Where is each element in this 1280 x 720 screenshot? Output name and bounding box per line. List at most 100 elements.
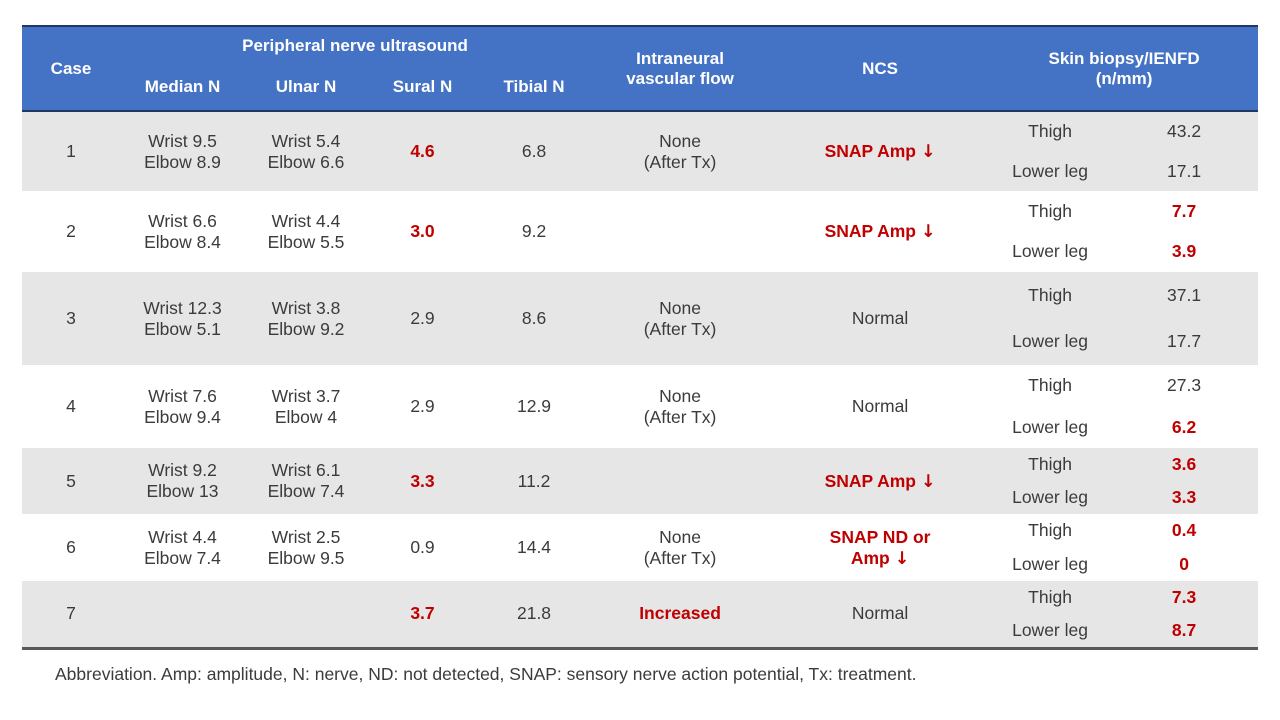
median-nerve-cell bbox=[120, 581, 245, 648]
cell-line: Elbow 9.5 bbox=[267, 547, 345, 568]
tibial-nerve-cell: 8.6 bbox=[478, 272, 591, 365]
table-row: Lower leg 6.2 bbox=[22, 406, 1259, 448]
biopsy-value-cell: 3.9 bbox=[1110, 231, 1259, 272]
cell-line: Wrist 6.1 bbox=[271, 460, 341, 480]
cell-line: Wrist 5.4 bbox=[271, 130, 341, 151]
cell-line: SNAP Amp ↓ bbox=[824, 470, 936, 492]
table-row: 6 Wrist 4.4 Elbow 7.4 Wrist 2.5 Elbow 9.5 0.9… bbox=[22, 514, 1259, 581]
header-skin-biopsy-line1: Skin biopsy/IENFD bbox=[1048, 48, 1200, 68]
sural-nerve-cell: 0.9 bbox=[367, 514, 478, 581]
case-cell: 3 bbox=[22, 272, 120, 365]
header-vascular-flow: Intraneural vascular flow bbox=[590, 26, 771, 111]
header-skin-biopsy-line2: (n/mm) bbox=[1095, 68, 1153, 88]
cell-line: Wrist 12.3 bbox=[143, 297, 222, 318]
ulnar-nerve-cell: Wrist 3.7 Elbow 4 bbox=[245, 365, 367, 448]
cell-line: Amp ↓ bbox=[850, 547, 910, 569]
cell-line: None bbox=[659, 526, 701, 547]
header-case: Case bbox=[22, 26, 120, 111]
ulnar-nerve-cell: Wrist 4.4 Elbow 5.5 bbox=[245, 191, 367, 272]
table-row: Lower leg 3.9 bbox=[22, 231, 1259, 272]
sural-nerve-cell: 2.9 bbox=[367, 272, 478, 365]
cell-line: Elbow 7.4 bbox=[144, 547, 221, 568]
cell-line: (After Tx) bbox=[643, 547, 717, 568]
sural-nerve-cell: 3.3 bbox=[367, 448, 478, 514]
median-nerve-cell: Wrist 12.3 Elbow 5.1 bbox=[120, 272, 245, 365]
median-nerve-cell-lines: Wrist 12.3 Elbow 5.1 bbox=[122, 290, 243, 348]
cell-line: Elbow 6.6 bbox=[267, 151, 345, 172]
cell-line: Wrist 3.8 bbox=[271, 297, 341, 318]
biopsy-value-cell: 37.1 bbox=[1110, 272, 1259, 319]
table-row: Lower leg 0 bbox=[22, 547, 1259, 581]
header-skin-biopsy: Skin biopsy/IENFD (n/mm) bbox=[990, 26, 1259, 111]
cell-line: SNAP Amp ↓ bbox=[824, 221, 936, 242]
case-cell: 5 bbox=[22, 448, 120, 514]
header-ncs: NCS bbox=[770, 26, 991, 111]
biopsy-value-cell: 7.7 bbox=[1110, 191, 1259, 232]
ncs-cell: SNAP Amp ↓ bbox=[770, 191, 991, 272]
table-row: 5 Wrist 9.2 Elbow 13 Wrist 6.1 Elbow 7.4 3.3 1… bbox=[22, 448, 1259, 514]
header-median-n: Median N bbox=[120, 64, 245, 111]
down-arrow-icon: ↓ bbox=[894, 548, 910, 569]
table-row: 7 3.7 21.8 Increased Normal Thigh 7.3 bbox=[22, 581, 1259, 648]
median-nerve-cell-lines: Wrist 9.5 Elbow 8.9 bbox=[122, 123, 243, 181]
cell-line: Normal bbox=[851, 603, 909, 624]
biopsy-site-cell: Thigh bbox=[990, 581, 1111, 615]
table-body: 1 Wrist 9.5 Elbow 8.9 Wrist 5.4 Elbow 6.6 4.6… bbox=[22, 111, 1259, 648]
cell-line: Elbow 9.4 bbox=[144, 406, 221, 427]
ulnar-nerve-cell-lines: Wrist 3.8 Elbow 9.2 bbox=[247, 290, 365, 348]
tibial-nerve-cell: 21.8 bbox=[478, 581, 591, 648]
cell-line: Elbow 8.9 bbox=[144, 151, 221, 172]
tibial-nerve-cell: 9.2 bbox=[478, 191, 591, 272]
cell-line: Elbow 5.1 bbox=[144, 318, 221, 339]
vascular-flow-cell: None (After Tx) bbox=[590, 272, 771, 365]
cell-line: Elbow 13 bbox=[146, 481, 219, 501]
biopsy-site-cell: Lower leg bbox=[990, 231, 1111, 272]
biopsy-value-cell: 17.7 bbox=[1110, 318, 1259, 365]
tibial-nerve-cell: 6.8 bbox=[478, 111, 591, 191]
table-row: 4 Wrist 7.6 Elbow 9.4 Wrist 3.7 Elbow 4 2.9 12… bbox=[22, 365, 1259, 448]
ncs-cell: SNAP Amp ↓ bbox=[770, 448, 991, 514]
table-figure: Case Peripheral nerve ultrasound Intrane… bbox=[22, 25, 1259, 684]
ncs-cell: SNAP ND or Amp ↓ bbox=[770, 514, 991, 581]
case-cell: 1 bbox=[22, 111, 120, 191]
abbreviation-note: Abbreviation. Amp: amplitude, N: nerve, … bbox=[55, 663, 917, 684]
cell-line: SNAP ND or bbox=[829, 526, 931, 547]
case-cell: 2 bbox=[22, 191, 120, 272]
ulnar-nerve-cell-lines bbox=[247, 606, 365, 622]
sural-nerve-cell: 2.9 bbox=[367, 365, 478, 448]
median-nerve-cell-lines: Wrist 6.6 Elbow 8.4 bbox=[122, 203, 243, 261]
cell-line: Increased bbox=[639, 603, 721, 624]
ulnar-nerve-cell-lines: Wrist 2.5 Elbow 9.5 bbox=[247, 519, 365, 577]
median-nerve-cell-lines bbox=[122, 606, 243, 622]
table-row: Lower leg 8.7 bbox=[22, 614, 1259, 648]
median-nerve-cell-lines: Wrist 7.6 Elbow 9.4 bbox=[122, 378, 243, 436]
ulnar-nerve-cell: Wrist 2.5 Elbow 9.5 bbox=[245, 514, 367, 581]
median-nerve-cell: Wrist 4.4 Elbow 7.4 bbox=[120, 514, 245, 581]
cell-line: Wrist 2.5 bbox=[271, 526, 341, 547]
cell-line: Wrist 6.6 bbox=[148, 210, 217, 231]
cell-line: Wrist 9.2 bbox=[148, 460, 217, 480]
header-vascular-flow-line1: Intraneural bbox=[636, 48, 724, 68]
biopsy-site-cell: Lower leg bbox=[990, 318, 1111, 365]
cell-line: None bbox=[659, 297, 701, 318]
vascular-flow-cell bbox=[590, 191, 771, 272]
cell-line: Wrist 9.5 bbox=[148, 130, 217, 151]
vascular-flow-cell: None (After Tx) bbox=[590, 111, 771, 191]
ulnar-nerve-cell-lines: Wrist 3.7 Elbow 4 bbox=[247, 378, 365, 436]
ulnar-nerve-cell-lines: Wrist 4.4 Elbow 5.5 bbox=[247, 203, 365, 261]
vascular-flow-cell: Increased bbox=[590, 581, 771, 648]
biopsy-value-cell: 27.3 bbox=[1110, 365, 1259, 407]
tibial-nerve-cell: 11.2 bbox=[478, 448, 591, 514]
biopsy-site-cell: Thigh bbox=[990, 191, 1111, 232]
biopsy-value-cell: 17.1 bbox=[1110, 151, 1259, 191]
table-row: Lower leg 17.1 bbox=[22, 151, 1259, 191]
header-tibial-n: Tibial N bbox=[478, 64, 591, 111]
cell-line: None bbox=[659, 385, 701, 406]
case-cell: 4 bbox=[22, 365, 120, 448]
cell-line: Normal bbox=[851, 396, 909, 416]
biopsy-value-cell: 8.7 bbox=[1110, 614, 1259, 648]
ulnar-nerve-cell: Wrist 3.8 Elbow 9.2 bbox=[245, 272, 367, 365]
cell-line: None bbox=[659, 130, 701, 151]
tibial-nerve-cell: 14.4 bbox=[478, 514, 591, 581]
biopsy-value-cell: 0.4 bbox=[1110, 514, 1259, 548]
